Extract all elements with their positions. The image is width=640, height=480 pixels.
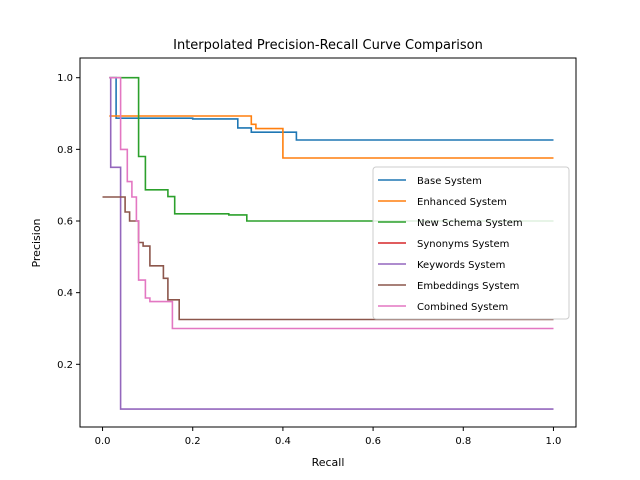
series-line-base-system xyxy=(111,76,554,141)
legend: Base System Enhanced System New Schema Sys… xyxy=(372,166,570,320)
legend-label: Keywords System xyxy=(417,260,505,271)
x-tick-label: 0.8 xyxy=(455,436,471,447)
y-tick-label: 0.2 xyxy=(57,360,73,371)
x-axis: 0.0 0.2 0.4 0.6 0.8 1.0 xyxy=(95,427,562,447)
series-line-embeddings-system xyxy=(102,196,554,321)
series-line-new-schema-system xyxy=(109,76,554,222)
plot-frame xyxy=(79,57,577,428)
legend-label: Synonyms System xyxy=(417,239,509,250)
legend-label: Embeddings System xyxy=(417,281,519,292)
y-tick-label: 1.0 xyxy=(57,73,73,84)
x-tick-label: 0.6 xyxy=(365,436,381,447)
legend-label: Enhanced System xyxy=(417,197,507,208)
legend-label: Base System xyxy=(417,176,482,187)
y-axis: 0.2 0.4 0.6 0.8 1.0 xyxy=(57,73,80,371)
x-tick-label: 1.0 xyxy=(546,436,562,447)
plot-area xyxy=(102,76,554,410)
legend-label: New Schema System xyxy=(417,218,523,229)
x-axis-label: Recall xyxy=(312,456,345,469)
y-axis-label: Precision xyxy=(30,218,43,267)
y-tick-label: 0.4 xyxy=(57,288,73,299)
x-tick-label: 0.2 xyxy=(185,436,201,447)
x-tick-label: 0.4 xyxy=(275,436,291,447)
chart-title: Interpolated Precision-Recall Curve Comp… xyxy=(173,38,483,53)
legend-box xyxy=(372,166,570,320)
legend-label: Combined System xyxy=(417,302,508,313)
x-tick-label: 0.0 xyxy=(95,436,111,447)
series-line-enhanced-system xyxy=(109,115,554,159)
y-tick-label: 0.6 xyxy=(57,217,73,228)
series-line-combined-system xyxy=(109,76,554,330)
y-tick-label: 0.8 xyxy=(57,145,73,156)
